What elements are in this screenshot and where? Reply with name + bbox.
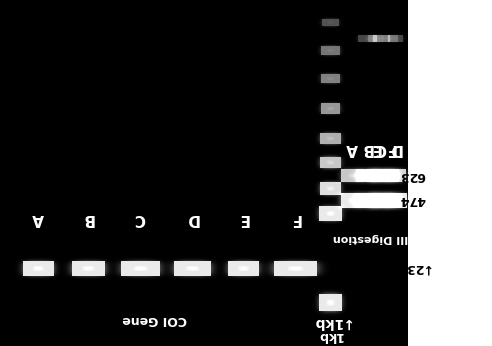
Text: A: A bbox=[32, 210, 44, 226]
Text: HindIII Digestion: HindIII Digestion bbox=[333, 233, 437, 243]
Text: COI Gene: COI Gene bbox=[123, 313, 187, 327]
Text: A: A bbox=[346, 140, 358, 155]
Text: 474: 474 bbox=[399, 193, 425, 207]
Text: E: E bbox=[370, 140, 380, 155]
Text: ↓1kb: ↓1kb bbox=[310, 315, 350, 329]
Text: F: F bbox=[290, 210, 300, 226]
Text: C: C bbox=[134, 210, 146, 226]
Text: C: C bbox=[375, 140, 387, 155]
Text: D: D bbox=[185, 210, 198, 226]
Text: B: B bbox=[361, 140, 373, 155]
Text: D: D bbox=[389, 140, 401, 155]
Text: E: E bbox=[238, 210, 248, 226]
Text: 623: 623 bbox=[399, 169, 425, 182]
Text: F: F bbox=[385, 140, 395, 155]
Text: 1kb: 1kb bbox=[317, 328, 343, 342]
Text: ↓2350: ↓2350 bbox=[385, 262, 430, 274]
Text: B: B bbox=[82, 210, 94, 226]
